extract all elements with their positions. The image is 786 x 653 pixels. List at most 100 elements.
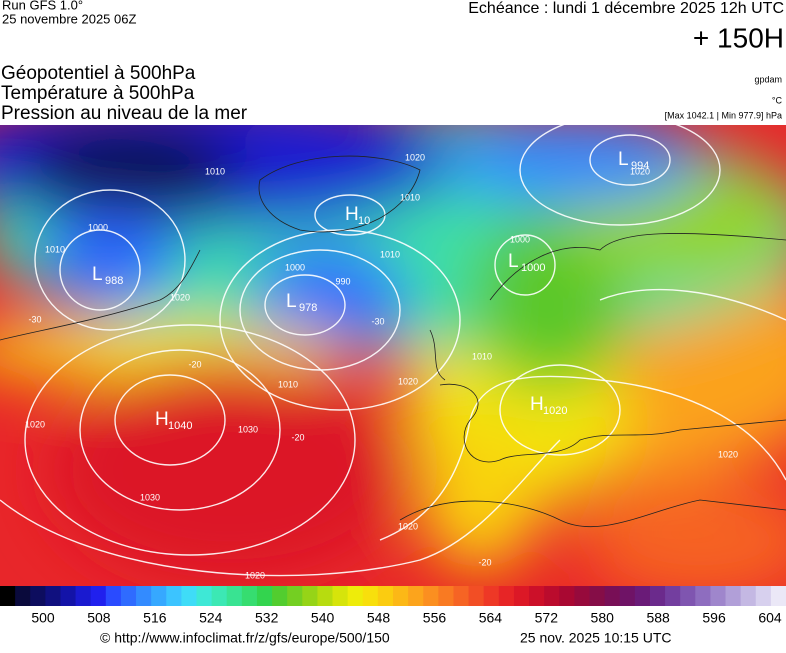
coastline [439,383,786,463]
contour-label: 1010 [278,379,298,389]
center-letter: H [345,204,359,225]
contour-label: 1020 [405,152,425,162]
isobar [494,234,556,296]
color-swatch [498,586,515,606]
color-swatch [347,586,364,606]
contour-label: 1000 [285,262,305,272]
color-swatch [770,586,786,606]
center-value: 994 [631,160,649,172]
header: Run GFS 1.0° 25 novembre 2025 06Z Echéan… [1,0,784,124]
contour-label: 990 [335,276,350,286]
color-swatch [75,586,92,606]
center-value: 1040 [168,420,192,432]
color-swatch [710,586,727,606]
colorbar-tick: 532 [255,610,279,626]
center-letter: L [508,251,519,272]
title: Pression au niveau de la mer [1,103,248,124]
color-swatch [725,586,742,606]
color-swatch [211,586,228,606]
isobar [599,288,786,321]
color-swatch [15,586,31,606]
center-letter: H [530,394,544,415]
isobar [264,274,346,336]
color-swatch [483,586,500,606]
color-swatch [181,586,197,606]
color-swatch [513,586,530,606]
unit-temperature: °C [772,95,783,105]
contour-label: 1010 [400,192,420,202]
run-date: 25 novembre 2025 06Z [2,11,136,26]
color-swatch [649,586,666,606]
color-swatch [453,586,470,606]
colorbar-tick: 564 [479,610,503,626]
colorbar-tick: 580 [591,610,615,626]
contour-label: 1010 [380,249,400,259]
colorbar-tick: 596 [702,610,726,626]
source: © http://www.infoclimat.fr/z/gfs/europe/… [100,630,390,646]
color-swatch [287,586,303,606]
contour-label: 1020 [398,521,418,531]
colorbar-tick: 516 [143,610,167,626]
isobar [519,125,721,226]
color-swatch [755,586,772,606]
center-value: 10 [358,215,370,227]
color-swatch [302,586,318,606]
contour-label: -20 [188,359,201,369]
contour-label: 1030 [238,424,258,434]
color-swatch [665,586,681,606]
coastline [258,155,421,233]
contour-label: 1020 [398,376,418,386]
colorbar-tick: 524 [199,610,223,626]
color-swatch [90,586,107,606]
isobar [589,134,671,186]
color-swatch [105,586,122,606]
coastline [489,233,786,301]
color-swatch [634,586,651,606]
center-letter: L [618,149,629,170]
color-swatch [468,586,485,606]
unit-pressure: [Max 1042.1 | Min 977.9] hPa [665,110,782,120]
color-swatch [272,586,288,606]
contour-label: 1020 [718,449,738,459]
color-swatch [166,586,182,606]
color-swatch [680,586,696,606]
contour-label: 1010 [45,244,65,254]
color-swatch [30,586,46,606]
center-value: 988 [105,275,123,287]
colorbar: 500 508 516 524 532 540 548 556 564 572 580 588 596 6… [0,586,786,626]
color-swatch [423,586,439,606]
contour-label: 1020 [630,166,650,176]
contour-label: 1010 [205,166,225,176]
color-swatch [695,586,711,606]
contour-label: 1000 [510,234,530,244]
colorbar-tick: 556 [423,610,447,626]
center-value: 1020 [543,405,567,417]
unit-geopotential: gpdam [754,74,782,84]
contour-label: 1020 [170,292,190,302]
color-swatch [529,586,545,606]
contour-label: -30 [371,316,384,326]
title: Température à 500hPa [1,83,195,104]
color-swatch [544,586,560,606]
color-swatch [317,586,334,606]
color-swatch [196,586,213,606]
color-swatch [574,586,590,606]
color-swatch [332,586,349,606]
coastline [0,249,201,341]
title: Géopotentiel à 500hPa [1,63,196,84]
isobar [499,364,621,456]
run: Run GFS 1.0° [2,0,83,12]
forecast-time: Echéance : lundi 1 décembre 2025 12h UTC [468,0,784,17]
isobar [239,249,401,371]
colorbar-tick: 548 [367,610,391,626]
color-swatch [120,586,137,606]
color-swatch [438,586,454,606]
color-swatch [226,586,243,606]
coastlines [0,155,786,528]
center-value: 1000 [521,262,545,274]
color-swatch [362,586,379,606]
color-swatch [559,586,575,606]
color-swatch [151,586,167,606]
